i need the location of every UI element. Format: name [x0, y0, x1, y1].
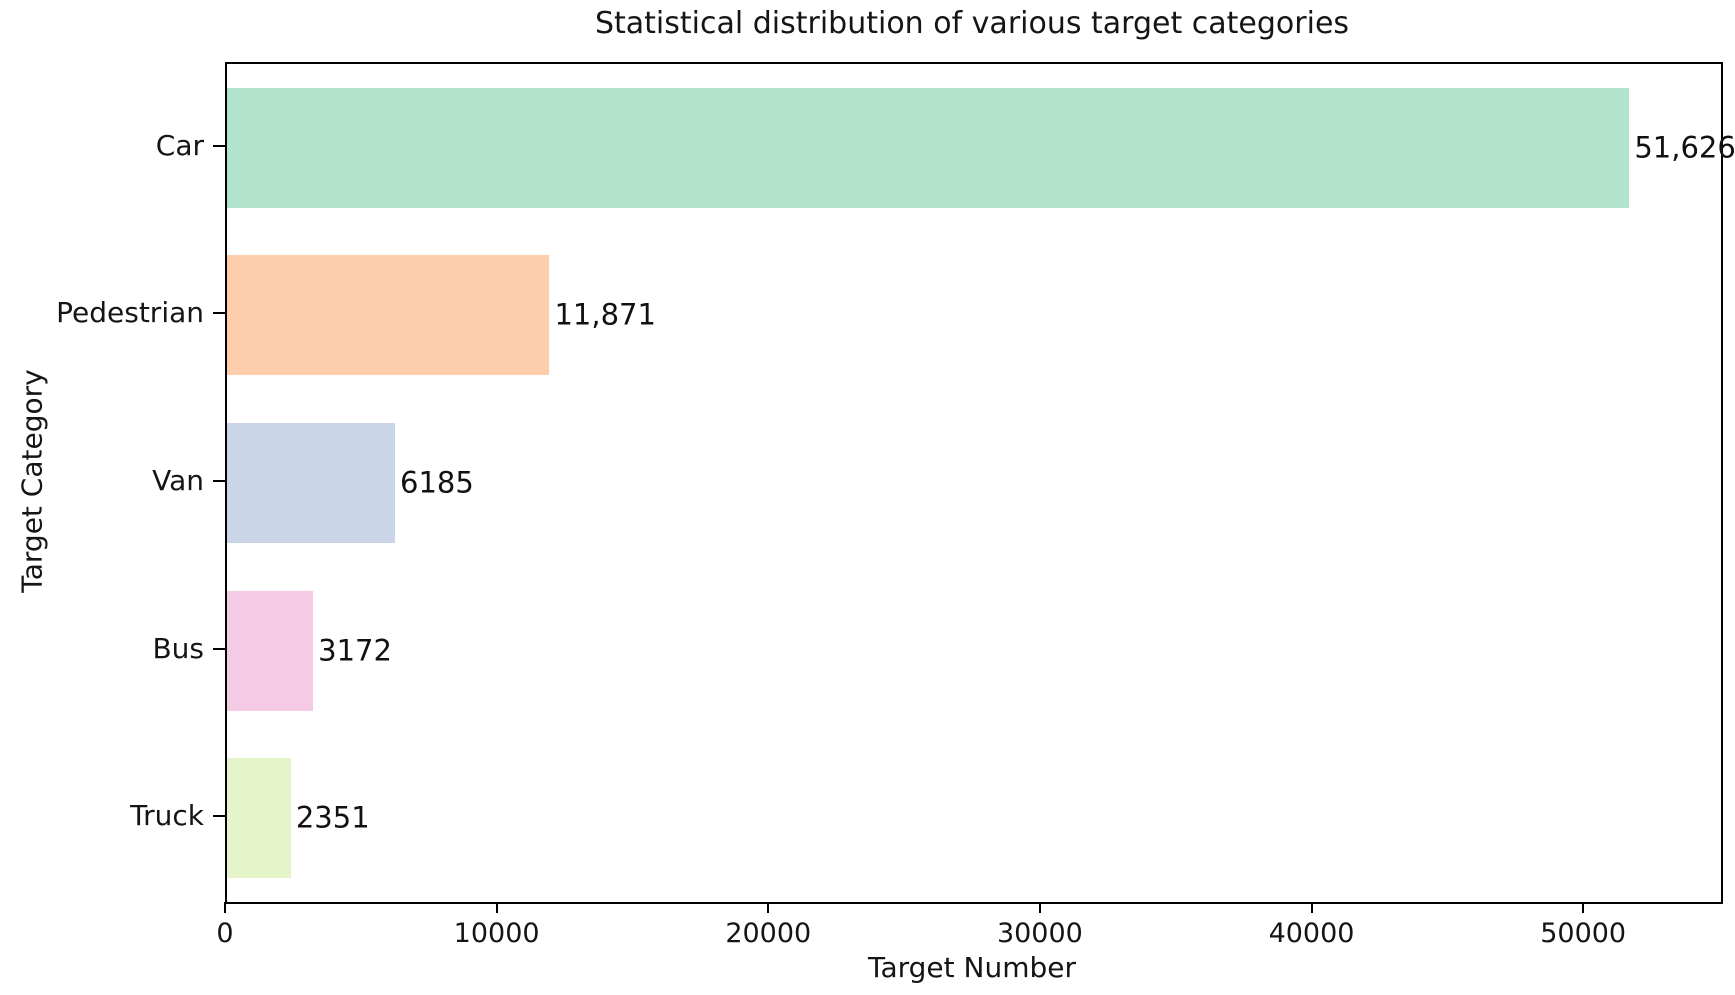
bar-pedestrian [227, 255, 550, 376]
x-tick-mark [1310, 902, 1313, 913]
x-tick-mark [495, 902, 498, 913]
y-tick-mark [213, 312, 225, 315]
x-tick-label-40000: 40000 [1268, 918, 1355, 949]
y-tick-label-bus: Bus [152, 631, 204, 665]
x-tick-mark [1038, 902, 1041, 913]
y-tick-label-car: Car [155, 128, 204, 162]
x-tick-mark [224, 902, 226, 913]
y-tick-label-pedestrian: Pedestrian [56, 296, 204, 330]
x-tick-label-10000: 10000 [453, 918, 540, 949]
y-tick-label-truck: Truck [130, 799, 204, 833]
bar-truck [227, 758, 291, 879]
y-tick-mark [213, 647, 225, 650]
x-tick-mark [1582, 902, 1585, 913]
bar-car [227, 87, 1630, 208]
x-tick-mark [767, 902, 770, 913]
bar-value-label-car: 51,626 [1634, 130, 1735, 165]
bar-value-label-bus: 3172 [318, 633, 392, 668]
bar-van [227, 423, 395, 543]
x-tick-label-30000: 30000 [996, 918, 1083, 949]
y-tick-label-van: Van [152, 464, 204, 497]
x-tick-label-0: 0 [216, 918, 234, 949]
bar-bus [227, 590, 314, 711]
chart-title: Statistical distribution of various targ… [594, 6, 1350, 41]
x-tick-label-20000: 20000 [725, 918, 812, 949]
bar-value-label-pedestrian: 11,871 [554, 297, 656, 332]
x-axis-label: Target Number [867, 951, 1076, 984]
y-tick-mark [213, 815, 225, 818]
x-tick-label-50000: 50000 [1540, 918, 1627, 949]
bar-value-label-truck: 2351 [295, 800, 370, 835]
y-tick-mark [213, 480, 225, 482]
plot-area: 51,626 11,871 6185 3172 2351 [225, 62, 1735, 904]
bar-value-label-van: 6185 [400, 465, 474, 500]
y-tick-mark [213, 144, 225, 147]
